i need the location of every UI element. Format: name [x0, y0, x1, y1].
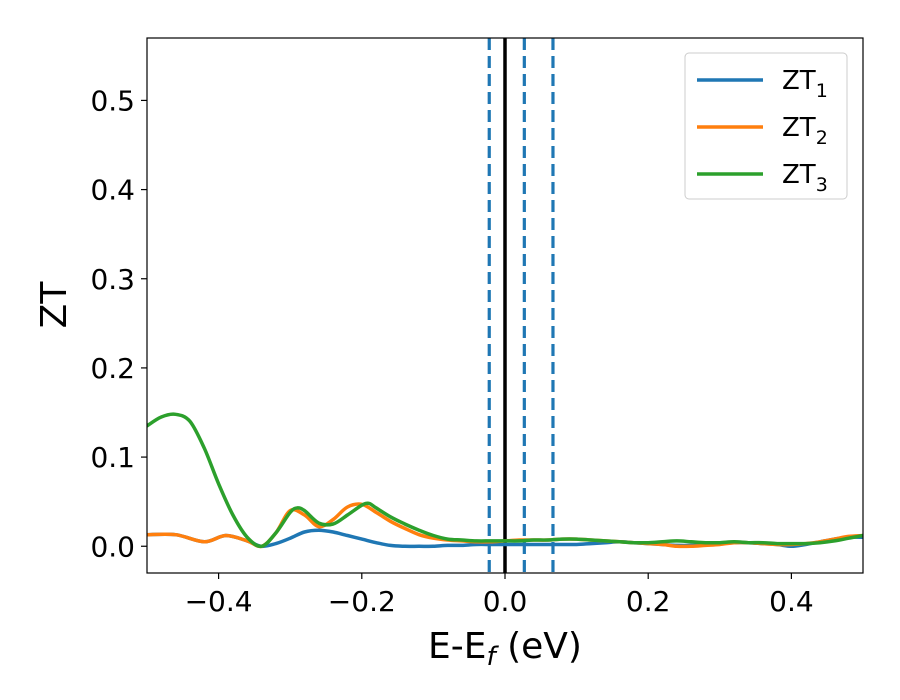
y-tick-label: 0.2 — [90, 352, 135, 385]
legend-label-zt2: ZT2 — [782, 113, 828, 149]
series-line-zt3 — [147, 412, 863, 549]
y-tick-label: 0.0 — [90, 530, 135, 563]
y-tick-label: 0.5 — [90, 84, 135, 117]
x-axis: −0.4 −0.2 0.0 0.2 0.4 — [185, 573, 814, 618]
y-axis-label: ZT — [34, 281, 75, 329]
x-tick-label: 0.4 — [769, 585, 814, 618]
x-tick-label: 0.0 — [483, 585, 528, 618]
reference-lines — [487, 38, 555, 573]
legend-label-zt1: ZT1 — [782, 66, 828, 102]
x-axis-label-main: E-E — [428, 626, 486, 667]
x-tick-label: −0.2 — [328, 585, 396, 618]
legend-label-subscript: 3 — [816, 174, 828, 196]
y-tick-label: 0.4 — [90, 174, 135, 207]
legend-label-main: ZT — [782, 160, 816, 190]
x-axis-label-unit: (eV) — [496, 626, 582, 667]
legend-label-main: ZT — [782, 113, 816, 143]
legend-box — [684, 52, 848, 200]
series-layer — [147, 412, 863, 549]
y-tick-label: 0.1 — [90, 441, 135, 474]
x-axis-label: E-Ef (eV) — [428, 626, 582, 672]
legend-label-subscript: 1 — [816, 80, 828, 102]
legend-label-zt3: ZT3 — [782, 160, 828, 196]
legend-label-subscript: 2 — [816, 127, 828, 149]
y-tick-label: 0.3 — [90, 263, 135, 296]
x-tick-label: −0.4 — [185, 585, 253, 618]
legend-label-main: ZT — [782, 66, 816, 96]
x-tick-label: 0.2 — [626, 585, 671, 618]
y-axis: 0.0 0.1 0.2 0.3 0.4 0.5 — [90, 84, 147, 563]
